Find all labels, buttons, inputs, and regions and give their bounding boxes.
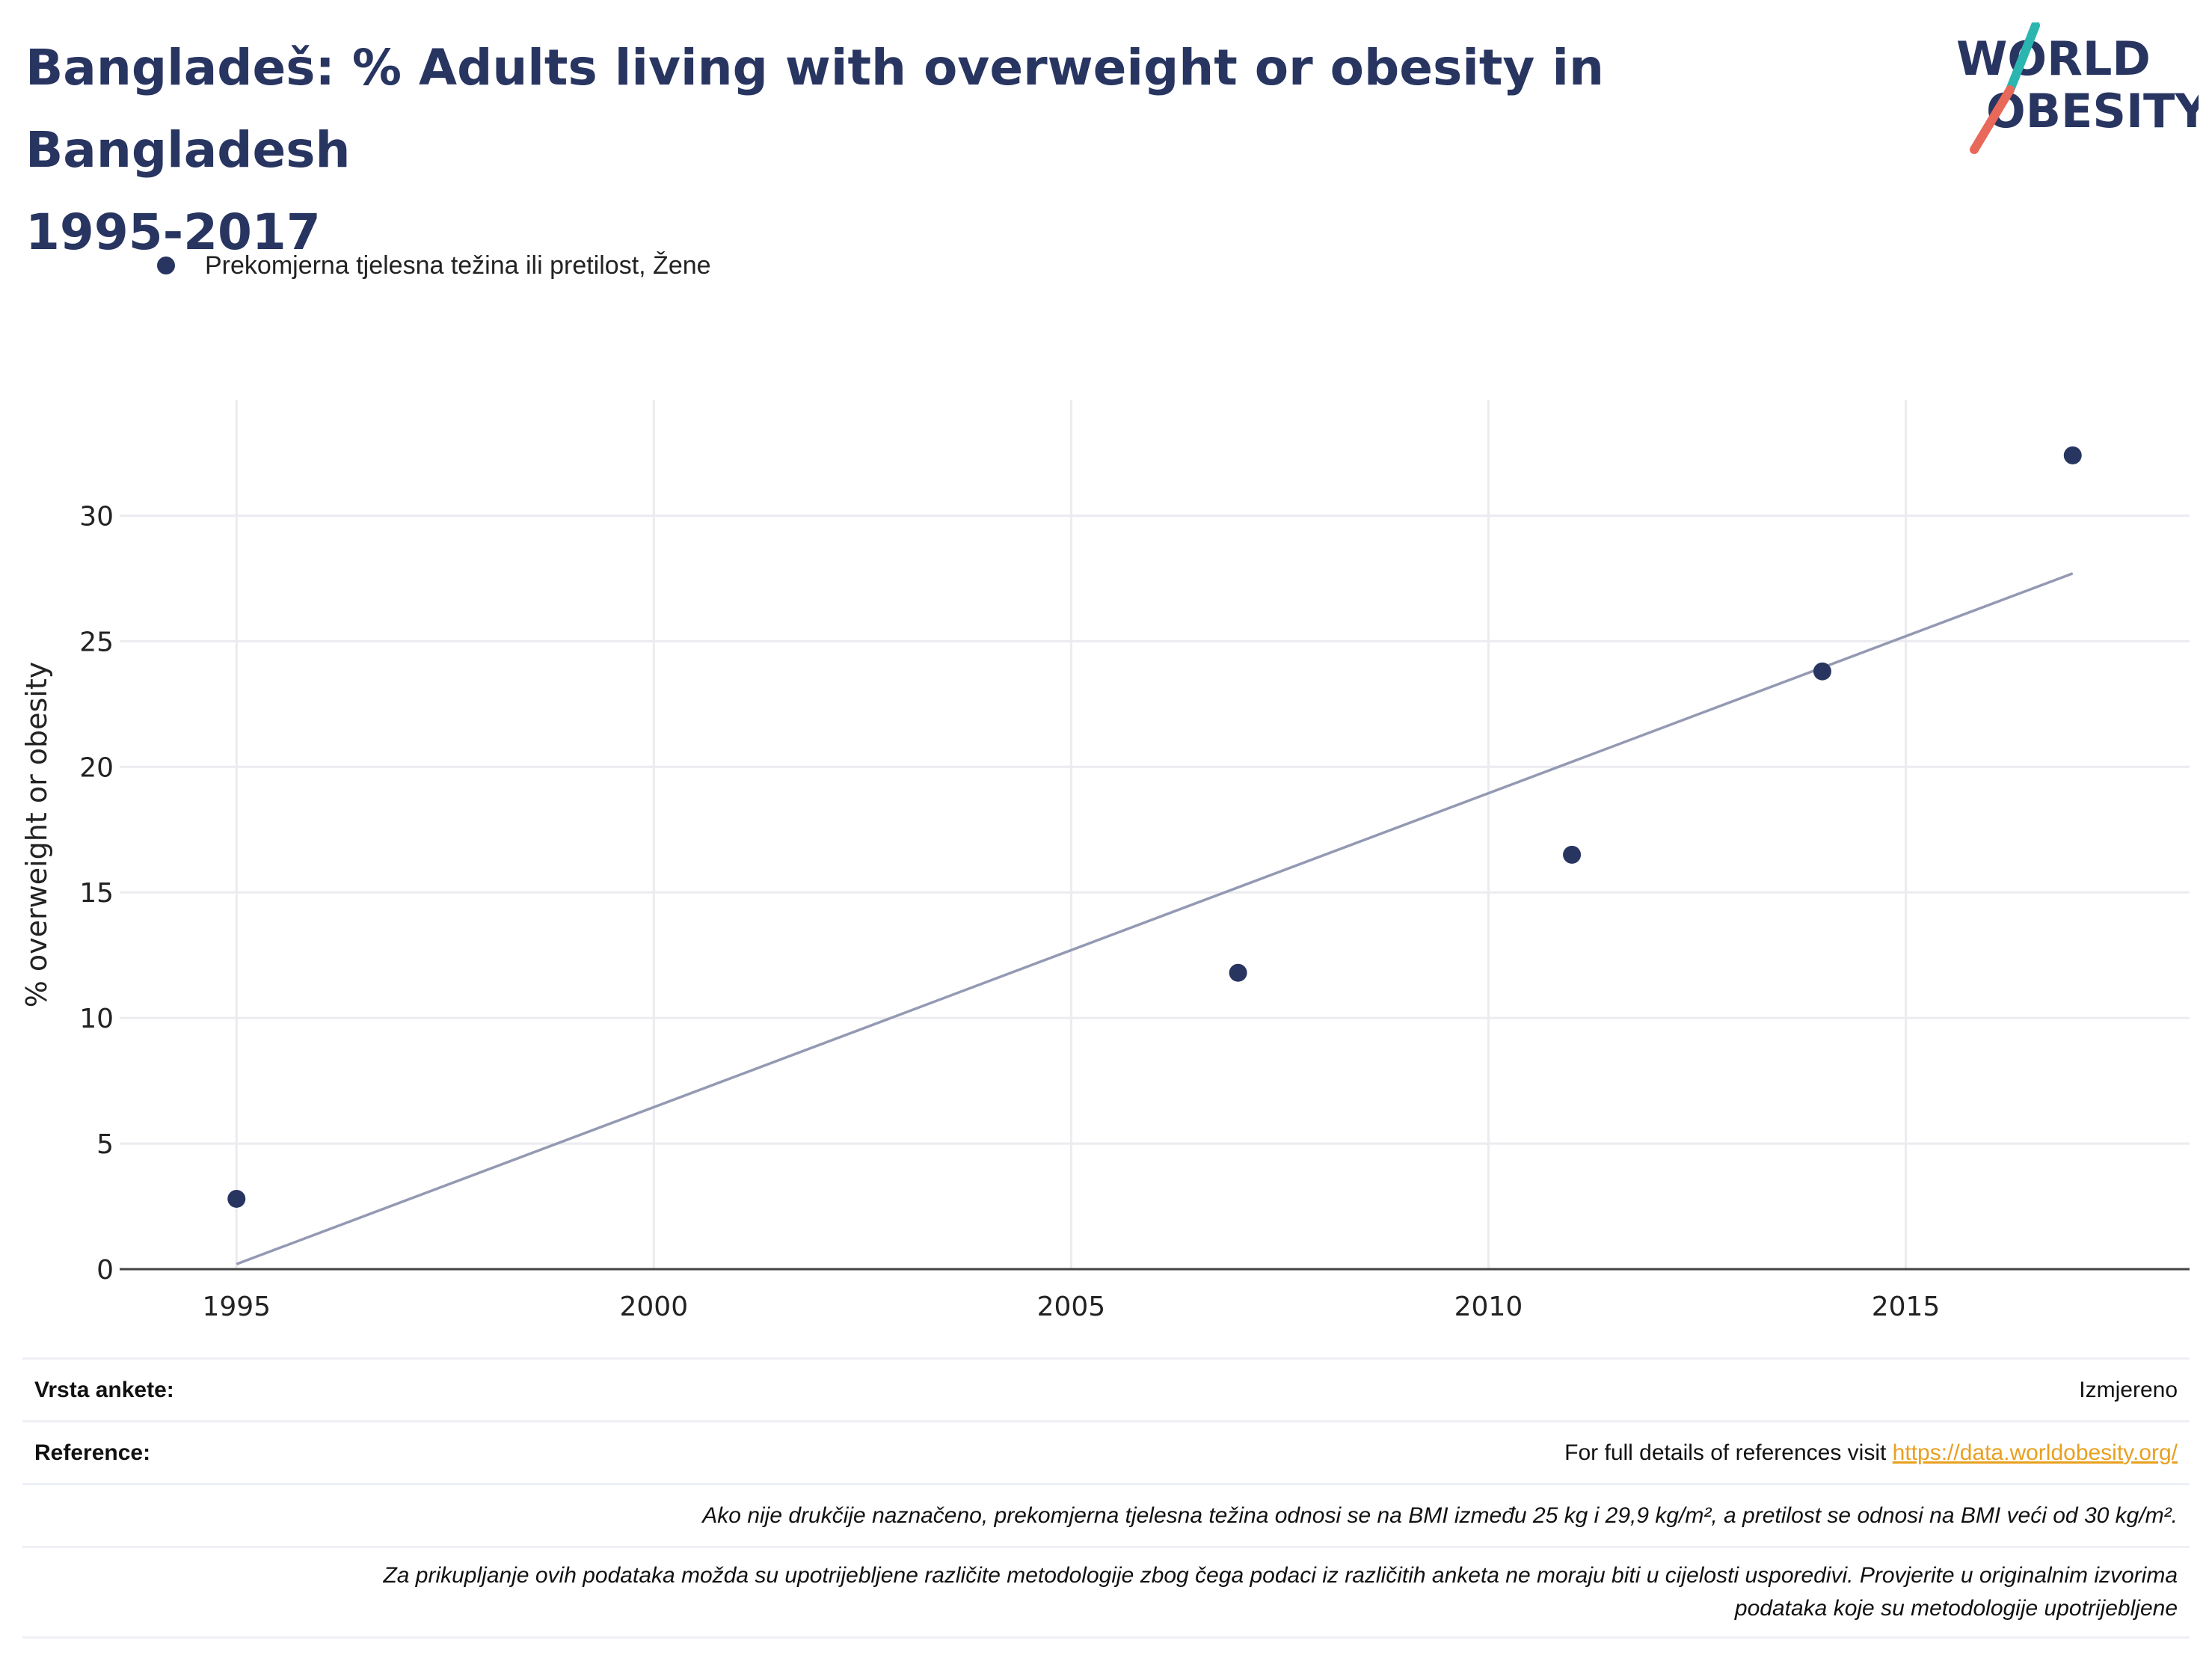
y-tick-label: 20 bbox=[79, 752, 114, 783]
references-label: Reference: bbox=[34, 1440, 151, 1465]
footer: Vrsta ankete: Izmjereno Reference: For f… bbox=[22, 1357, 2190, 1639]
y-tick-label: 10 bbox=[79, 1004, 114, 1034]
logo-teal-slash bbox=[2006, 22, 2040, 94]
y-tick-label: 5 bbox=[96, 1129, 114, 1160]
survey-type-row: Vrsta ankete: Izmjereno bbox=[22, 1357, 2190, 1420]
methodology-note: Za prikupljanje ovih podataka možda su u… bbox=[383, 1559, 2178, 1625]
chart-title: Bangladeš: % Adults living with overweig… bbox=[25, 27, 1895, 274]
world-obesity-logo: WORLD OBESITY bbox=[1956, 22, 2199, 154]
chart-title-line2: 1995-2017 bbox=[25, 203, 321, 261]
grid-lines bbox=[120, 400, 2190, 1269]
x-tick-label: 2005 bbox=[1037, 1292, 1106, 1322]
bmi-note-row: Ako nije drukčije naznačeno, prekomjerna… bbox=[22, 1483, 2190, 1546]
trendline-group bbox=[236, 572, 2074, 1265]
x-tick-label: 2000 bbox=[620, 1292, 689, 1322]
references-text: For full details of references visit htt… bbox=[1564, 1440, 2178, 1466]
logo-coral-slash bbox=[1970, 85, 2015, 154]
methodology-note-row: Za prikupljanje ovih podataka možda su u… bbox=[22, 1546, 2190, 1639]
logo-text-obesity: OBESITY bbox=[1986, 84, 2199, 138]
axes: 0 5 10 15 20 25 30 1995 2000 2005 2010 2015 bbox=[79, 501, 2190, 1322]
logo-text-world: WORLD bbox=[1956, 31, 2151, 86]
survey-type-label: Vrsta ankete: bbox=[34, 1377, 174, 1402]
references-link[interactable]: https://data.worldobesity.org/ bbox=[1892, 1440, 2178, 1465]
y-tick-label: 15 bbox=[79, 878, 114, 909]
x-tick-label: 2015 bbox=[1872, 1292, 1941, 1322]
scatter-chart: 0 5 10 15 20 25 30 1995 2000 2005 2010 2015 % overw… bbox=[20, 400, 2190, 1322]
chart-title-line1: Bangladeš: % Adults living with overweig… bbox=[25, 39, 1605, 179]
data-point bbox=[227, 1189, 246, 1208]
data-points bbox=[227, 446, 2082, 1208]
data-point bbox=[1229, 963, 1247, 982]
data-point bbox=[2063, 446, 2082, 464]
data-point bbox=[1563, 845, 1582, 864]
legend-marker bbox=[157, 257, 175, 274]
y-tick-label: 25 bbox=[79, 627, 114, 657]
legend-label: Prekomjerna tjelesna težina ili pretilos… bbox=[205, 251, 711, 280]
y-tick-label: 30 bbox=[79, 501, 114, 532]
references-prefix: For full details of references visit bbox=[1564, 1440, 1893, 1465]
survey-type-value: Izmjereno bbox=[2079, 1377, 2178, 1402]
x-tick-label: 1995 bbox=[202, 1292, 271, 1322]
methodology-note-line2: podataka koje su metodologije upotrijebl… bbox=[1734, 1596, 2178, 1621]
trendline bbox=[236, 572, 2074, 1265]
methodology-note-line1: Za prikupljanje ovih podataka možda su u… bbox=[383, 1563, 2178, 1588]
x-tick-label: 2010 bbox=[1454, 1292, 1523, 1322]
y-axis-title: % overweight or obesity bbox=[20, 662, 53, 1008]
references-row: Reference: For full details of reference… bbox=[22, 1420, 2190, 1483]
legend: Prekomjerna tjelesna težina ili pretilos… bbox=[157, 247, 711, 284]
bmi-note: Ako nije drukčije naznačeno, prekomjerna… bbox=[702, 1502, 2178, 1528]
y-tick-label: 0 bbox=[96, 1255, 114, 1286]
data-point bbox=[1813, 662, 1831, 681]
